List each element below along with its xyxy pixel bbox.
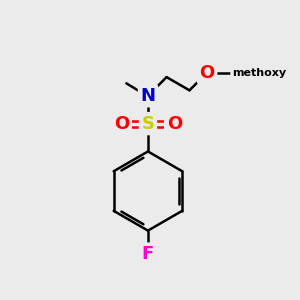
Text: O: O (114, 115, 129, 133)
Text: O: O (200, 64, 215, 82)
Text: S: S (142, 115, 154, 133)
Text: F: F (142, 245, 154, 263)
Text: N: N (140, 87, 155, 105)
Text: O: O (167, 115, 182, 133)
Text: methoxy: methoxy (232, 68, 286, 78)
